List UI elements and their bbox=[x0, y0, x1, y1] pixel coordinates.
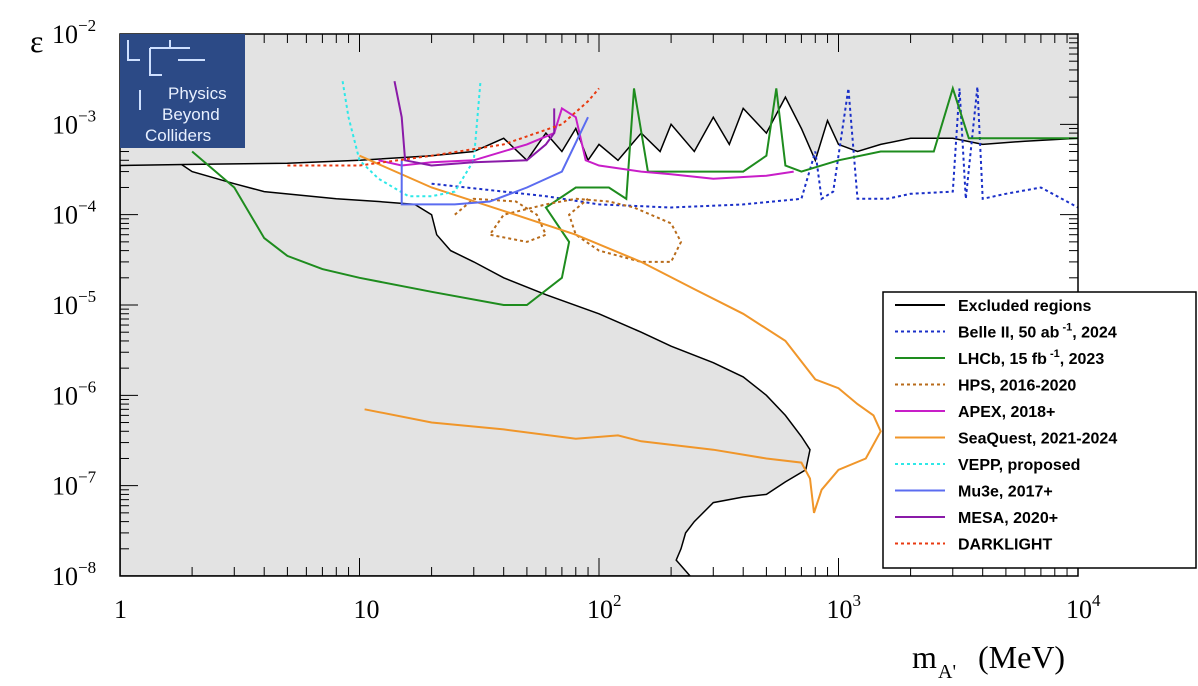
series-line-apex bbox=[378, 106, 794, 180]
legend-label: Belle II, 50 ab -1, 2024 bbox=[958, 322, 1117, 342]
y-tick-label: 10−5 bbox=[52, 287, 96, 320]
physics-beyond-colliders-logo: Physics Beyond Colliders bbox=[120, 34, 245, 148]
x-tick-label: 102 bbox=[587, 591, 622, 624]
legend-label: HPS, 2016-2020 bbox=[958, 378, 1076, 395]
y-tick-label: 10−6 bbox=[52, 377, 96, 410]
x-axis-label-sub: A' bbox=[938, 661, 956, 683]
x-axis-label-unit: (MeV) bbox=[978, 639, 1065, 675]
x-axis-label: m A' (MeV) bbox=[912, 639, 1065, 683]
legend-label: MESA, 2020+ bbox=[958, 510, 1058, 527]
legend: Excluded regions Belle II, 50 ab -1, 2024… bbox=[882, 291, 1197, 569]
excluded-region-upper-edge bbox=[120, 95, 1078, 167]
series-line-lhcb bbox=[191, 85, 1078, 306]
logo-line-2: Beyond bbox=[162, 105, 220, 124]
legend-label: SeaQuest, 2021-2024 bbox=[958, 431, 1117, 448]
x-tick-label: 1 bbox=[114, 595, 127, 624]
x-tick-label: 103 bbox=[827, 591, 862, 624]
y-tick-label: 10−8 bbox=[52, 558, 96, 591]
excluded-region-upper bbox=[120, 34, 1078, 166]
series-line-darklight bbox=[287, 87, 600, 167]
x-axis-label-main: m bbox=[912, 639, 937, 675]
series-line-mu3e bbox=[400, 116, 589, 206]
series-line-mesa bbox=[393, 81, 556, 167]
y-tick-label: 10−2 bbox=[52, 16, 96, 49]
legend-label: Excluded regions bbox=[958, 298, 1091, 315]
y-tick-label: 10−4 bbox=[52, 197, 97, 230]
legend-label: APEX, 2018+ bbox=[958, 404, 1055, 421]
series-line-seaquest bbox=[359, 154, 882, 514]
y-tick-label: 10−3 bbox=[52, 106, 96, 139]
y-axis-label: ε bbox=[30, 23, 43, 59]
logo-line-3: Colliders bbox=[145, 126, 211, 145]
legend-label: VEPP, proposed bbox=[958, 457, 1080, 474]
legend-label: DARKLIGHT bbox=[958, 537, 1052, 554]
logo-line-1: Physics bbox=[168, 84, 227, 103]
x-tick-label: 104 bbox=[1066, 591, 1101, 624]
legend-label: Mu3e, 2017+ bbox=[958, 484, 1053, 501]
series-line-belle-ii bbox=[431, 86, 1078, 209]
legend-label: LHCb, 15 fb -1, 2023 bbox=[958, 348, 1104, 368]
y-tick-label: 10−7 bbox=[52, 468, 97, 501]
x-tick-label: 10 bbox=[354, 595, 380, 624]
